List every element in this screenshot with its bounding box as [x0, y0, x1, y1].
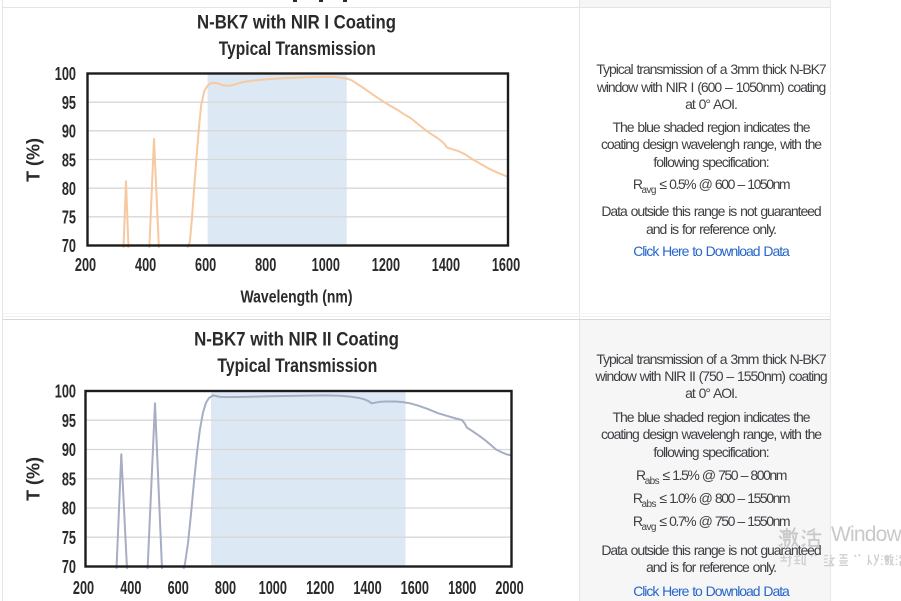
svg-text:70: 70: [62, 237, 76, 257]
svg-text:1800: 1800: [448, 579, 476, 599]
svg-text:1200: 1200: [372, 256, 400, 276]
svg-text:800: 800: [255, 256, 276, 276]
svg-text:90: 90: [62, 122, 76, 142]
svg-text:200: 200: [73, 579, 94, 599]
svg-text:T (%): T (%): [23, 138, 43, 182]
svg-text:2000: 2000: [495, 579, 523, 599]
svg-text:75: 75: [62, 529, 76, 549]
svg-text:T (%): T (%): [23, 457, 43, 501]
svg-text:70: 70: [62, 558, 76, 578]
svg-text:95: 95: [62, 412, 76, 432]
svg-text:75: 75: [62, 209, 76, 229]
svg-text:Typical Transmission: Typical Transmission: [219, 37, 376, 59]
svg-text:1000: 1000: [259, 579, 287, 599]
svg-text:85: 85: [62, 151, 76, 171]
svg-text:1600: 1600: [492, 256, 520, 276]
svg-text:95: 95: [62, 94, 76, 114]
svg-text:N-BK7 with NIR I Coating: N-BK7 with NIR I Coating: [197, 11, 396, 32]
svg-text:1600: 1600: [401, 579, 429, 599]
svg-text:1000: 1000: [312, 256, 340, 276]
svg-text:100: 100: [55, 383, 76, 403]
svg-text:600: 600: [195, 256, 216, 276]
svg-text:100: 100: [55, 65, 76, 85]
svg-text:400: 400: [135, 256, 156, 276]
svg-text:600: 600: [168, 579, 189, 599]
svg-text:Typical Transmission: Typical Transmission: [217, 354, 377, 376]
svg-text:80: 80: [62, 180, 76, 200]
svg-text:1200: 1200: [306, 579, 334, 599]
svg-text:1400: 1400: [432, 256, 460, 276]
svg-text:1400: 1400: [353, 579, 381, 599]
svg-text:85: 85: [62, 470, 76, 490]
svg-text:N-BK7 with NIR II Coating: N-BK7 with NIR II Coating: [194, 328, 399, 349]
svg-text:90: 90: [62, 441, 76, 461]
svg-text:80: 80: [62, 500, 76, 520]
svg-text:800: 800: [215, 579, 236, 599]
svg-text:400: 400: [120, 579, 141, 599]
svg-text:Wavelength (nm): Wavelength (nm): [240, 287, 352, 307]
svg-text:200: 200: [75, 256, 96, 276]
